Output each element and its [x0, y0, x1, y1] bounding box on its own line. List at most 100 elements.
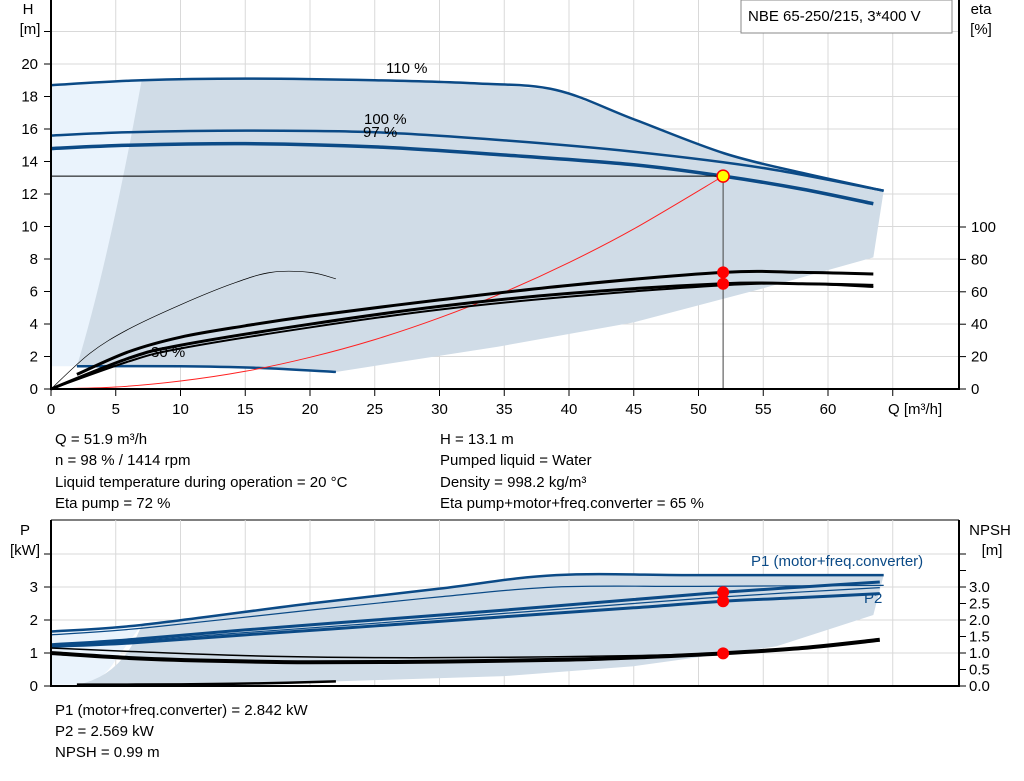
- eta-curve: [50, 270, 336, 390]
- label-110: 110 %: [386, 60, 427, 77]
- h-tick-label: 18: [21, 89, 38, 106]
- npsh-tick-label: 3.0: [969, 579, 990, 596]
- q-tick-label: 50: [690, 401, 707, 418]
- p-tick-label: 0: [30, 678, 38, 695]
- h-tick-label: 12: [21, 186, 38, 203]
- eta-total-point: [717, 277, 730, 290]
- npsh-tick-label: 0.0: [969, 678, 990, 695]
- h-tick-label: 2: [30, 349, 38, 366]
- npsh-curve: [76, 680, 336, 686]
- eta-tick-label: 60: [971, 284, 988, 301]
- head-curve-97pct: [50, 141, 874, 206]
- h-tick-label: 10: [21, 219, 38, 236]
- q-tick-label: 15: [237, 401, 254, 418]
- h-tick-label: 6: [30, 284, 38, 301]
- top-axes: 0 2 4 6 8 10 12 14 16 18 20 0 20 40 60 80 100 0 5 10 15 20 25 3…: [21, 0, 996, 418]
- readout-density: Density = 998.2 kg/m³: [440, 474, 587, 491]
- p-tick-label: 1: [30, 645, 38, 662]
- p1-curve: [50, 587, 880, 647]
- operating-area: [76, 575, 884, 685]
- readout-h: H = 13.1 m: [440, 431, 514, 448]
- eta-axis-label: eta: [971, 1, 993, 18]
- operating-area: [76, 78, 884, 372]
- bottom-axes: 0 1 2 3 0.00.51.01.52.02.53.0: [30, 520, 990, 695]
- readout-p1: P1 (motor+freq.converter) = 2.842 kW: [55, 702, 308, 719]
- q-tick-label: 30: [431, 401, 448, 418]
- p-tick-label: 2: [30, 612, 38, 629]
- light-area: [51, 80, 142, 367]
- eta-tick-label: 40: [971, 316, 988, 333]
- q-tick-label: 60: [820, 401, 837, 418]
- h-tick-label: 0: [30, 381, 38, 398]
- readout-q: Q = 51.9 m³/h: [55, 431, 148, 448]
- npsh-axis-unit: [m]: [982, 542, 1003, 559]
- readout-p2: P2 = 2.569 kW: [55, 723, 154, 740]
- eta-pump-point: [717, 266, 730, 279]
- q-axis-label: Q [m³/h]: [888, 401, 942, 418]
- readout-liquid-temp: Liquid temperature during operation = 20…: [55, 474, 348, 491]
- eta-curve: [76, 269, 874, 376]
- h-tick-label: 14: [21, 154, 38, 171]
- readout-eta-total: Eta pump+motor+freq.converter = 65 %: [440, 495, 704, 512]
- chart-title: NBE 65-250/215, 3*400 V: [748, 8, 921, 25]
- label-100: 100 %: [364, 111, 407, 128]
- h-axis-unit: [m]: [20, 21, 41, 38]
- npsh-curve: [50, 647, 724, 659]
- readout-pumped-liquid: Pumped liquid = Water: [440, 452, 592, 469]
- label-p1: P1 (motor+freq.converter): [751, 553, 923, 570]
- q-tick-label: 5: [112, 401, 120, 418]
- bottom-series: [50, 572, 884, 686]
- p1-curve: [50, 580, 880, 647]
- q-tick-label: 40: [561, 401, 578, 418]
- q-tick-label: 55: [755, 401, 772, 418]
- h-axis-label: H: [23, 1, 34, 18]
- npsh-curve: [50, 637, 881, 665]
- h-tick-label: 16: [21, 121, 38, 138]
- npsh-point: [717, 647, 730, 660]
- eta-tick-label: 80: [971, 251, 988, 268]
- system-curve: [50, 175, 724, 390]
- top-operating-area: [51, 78, 884, 372]
- readout-npsh: NPSH = 0.99 m: [55, 744, 160, 761]
- npsh-tick-label: 1.5: [969, 629, 990, 646]
- p-axis-unit: [kW]: [10, 542, 40, 559]
- p2-curve: [50, 592, 880, 648]
- eta-tick-label: 100: [971, 219, 996, 236]
- top-series: [50, 77, 884, 391]
- q-tick-label: 45: [625, 401, 642, 418]
- h-tick-label: 8: [30, 251, 38, 268]
- q-tick-label: 35: [496, 401, 513, 418]
- p1-curve: [50, 572, 884, 633]
- q-tick-label: 25: [366, 401, 383, 418]
- head-curve-100pct: [50, 129, 884, 192]
- label-30: 30 %: [151, 344, 185, 361]
- eta-tick-label: 0: [971, 381, 979, 398]
- title-box: [740, 0, 953, 34]
- eta-curve: [50, 282, 874, 390]
- npsh-tick-label: 1.0: [969, 645, 990, 662]
- q-tick-label: 0: [47, 401, 55, 418]
- p-tick-label: 3: [30, 579, 38, 596]
- h-tick-label: 20: [21, 56, 38, 73]
- q-tick-label: 20: [302, 401, 319, 418]
- label-p2: P2: [864, 590, 882, 607]
- p-axis-label: P: [20, 522, 30, 539]
- p1-point: [717, 586, 730, 599]
- eta-tick-label: 20: [971, 349, 988, 366]
- label-97: 97 %: [363, 124, 397, 141]
- npsh-axis-label: NPSH: [969, 522, 1011, 539]
- npsh-tick-label: 0.5: [969, 662, 990, 679]
- p1-curve: [50, 584, 884, 636]
- head-curve-110pct: [50, 77, 884, 192]
- eta-axis-unit: [%]: [970, 21, 992, 38]
- h-tick-label: 4: [30, 316, 38, 333]
- readout-eta-pump: Eta pump = 72 %: [55, 495, 171, 512]
- duty-point: [716, 169, 730, 183]
- q-tick-label: 10: [172, 401, 189, 418]
- bottom-operating-area: [51, 575, 884, 685]
- p2-point: [717, 595, 730, 608]
- npsh-tick-label: 2.5: [969, 596, 990, 613]
- readout-n: n = 98 % / 1414 rpm: [55, 452, 191, 469]
- npsh-tick-label: 2.0: [969, 612, 990, 629]
